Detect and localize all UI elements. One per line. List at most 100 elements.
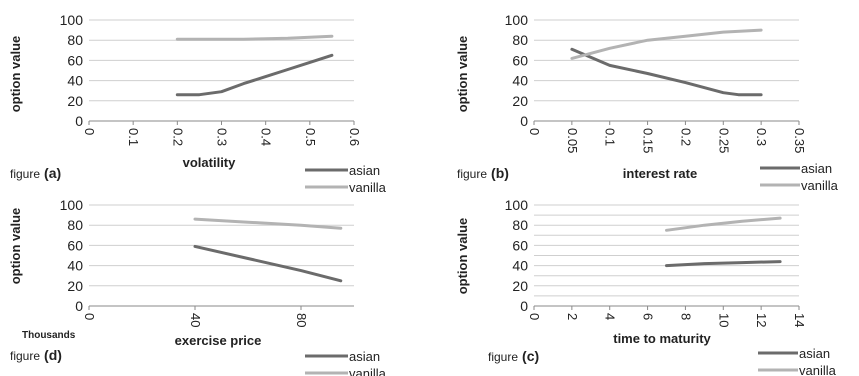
y-tick-label: 60 [67,237,83,253]
y-tick-labels: 0 20 40 60 80 100 [60,197,84,314]
chart-panel-b: option value 0 20 40 60 80 100 0 0.05 0.1 0.15 0.… [455,12,839,193]
y-tick-label: 100 [60,12,84,28]
x-tick-label: 40 [188,313,203,327]
series-line-vanilla [175,34,334,41]
y-tick-label: 100 [505,197,529,213]
x-tick-label: 0.25 [716,128,731,153]
legend-label-vanilla: vanilla [349,180,387,195]
legend-label-vanilla: vanilla [801,178,839,193]
y-tick-label: 100 [505,12,529,28]
x-tick-label: 10 [716,313,731,327]
legend: asian vanilla [305,349,387,376]
x-tick-label: 0.3 [215,128,230,146]
plot-area [88,19,355,125]
y-tick-label: 60 [67,52,83,68]
y-tick-label: 0 [75,298,83,314]
y-tick-label: 80 [67,32,83,48]
legend-label-asian: asian [799,346,830,361]
y-tick-label: 20 [512,278,528,294]
x-tick-labels: 0 0.05 0.1 0.15 0.2 0.25 0.3 0.35 [527,128,807,153]
x-tick-label: 0.6 [347,128,362,146]
legend-label-asian: asian [349,163,380,178]
x-axis-label: interest rate [623,166,697,181]
plot-area [533,19,800,125]
y-tick-labels: 0 20 40 60 80 100 [505,197,529,314]
x-tick-labels: 0 2 4 6 8 10 12 14 [527,313,807,327]
y-tick-label: 20 [67,278,83,294]
legend: asian vanilla [758,346,837,376]
y-tick-label: 60 [512,237,528,253]
x-tick-label: 0 [82,128,97,135]
legend: asian vanilla [760,161,839,193]
figure-caption: figure (c) [488,348,539,364]
x-tick-label: 0 [527,313,542,320]
figure-caption: figure (b) [457,165,509,181]
y-tick-label: 20 [512,93,528,109]
x-unit-note: Thousands [22,330,76,341]
y-axis-label: option value [455,36,470,113]
x-tick-labels: 0 40 80 [82,313,309,327]
y-axis-label: option value [8,208,23,285]
x-tick-label: 0.3 [754,128,769,146]
y-tick-label: 0 [520,298,528,314]
x-tick-label: 0.35 [792,128,807,153]
y-tick-label: 80 [67,217,83,233]
x-tick-label: 0.1 [603,128,618,146]
x-tick-label: 6 [641,313,656,320]
figure-caption: figure (a) [10,165,61,181]
figure-caption: figure (d) [10,347,62,363]
x-tick-label: 2 [565,313,580,320]
y-tick-label: 40 [512,73,528,89]
legend-label-asian: asian [801,161,832,176]
y-tick-label: 80 [512,217,528,233]
y-tick-label: 60 [512,52,528,68]
x-tick-label: 0.2 [170,128,185,146]
series-line-vanilla [665,216,782,232]
series-line-asian [570,47,763,97]
y-tick-labels: 0 20 40 60 80 100 [505,12,529,129]
x-tick-label: 0 [82,313,97,320]
y-tick-label: 40 [67,258,83,274]
x-axis-label: time to maturity [613,331,711,346]
y-tick-label: 100 [60,197,84,213]
x-tick-label: 12 [754,313,769,327]
legend-label-asian: asian [349,349,380,364]
series-line-asian [193,244,343,283]
x-tick-label: 0.5 [303,128,318,146]
x-tick-label: 0.4 [259,128,274,146]
x-tick-label: 0 [527,128,542,135]
x-tick-label: 0.1 [126,128,141,146]
y-tick-label: 40 [512,258,528,274]
x-tick-label: 0.15 [641,128,656,153]
x-tick-label: 4 [603,313,618,320]
series-line-vanilla [570,28,763,60]
chart-panel-c: option value 0 20 40 60 80 100 0 2 4 6 8 10 12 14 ti… [455,197,837,376]
x-axis-label: volatility [183,155,237,170]
legend-label-vanilla: vanilla [799,363,837,376]
x-tick-label: 80 [294,313,309,327]
legend-label-vanilla: vanilla [349,366,387,376]
y-axis-label: option value [455,218,470,295]
y-tick-label: 0 [520,113,528,129]
y-tick-label: 40 [67,73,83,89]
plot-area [88,204,354,310]
series-line-vanilla [193,217,343,230]
y-tick-labels: 0 20 40 60 80 100 [60,12,84,129]
chart-panel-d: option value 0 20 40 60 80 100 0 40 80 Thousand… [8,197,387,376]
x-tick-label: 8 [678,313,693,320]
x-tick-label: 0.05 [565,128,580,153]
y-tick-label: 80 [512,32,528,48]
series-line-asian [665,260,782,268]
x-tick-label: 14 [792,313,807,327]
legend: asian vanilla [305,163,387,195]
y-tick-label: 20 [67,93,83,109]
plot-area [533,204,800,310]
x-tick-labels: 0 0.1 0.2 0.3 0.4 0.5 0.6 [82,128,362,146]
y-tick-label: 0 [75,113,83,129]
y-axis-label: option value [8,36,23,113]
x-axis-label: exercise price [175,333,262,348]
x-tick-label: 0.2 [678,128,693,146]
series-line-asian [175,53,334,97]
